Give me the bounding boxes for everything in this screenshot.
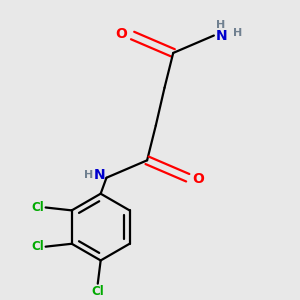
Text: H: H (217, 20, 226, 30)
Text: N: N (93, 168, 105, 182)
Text: N: N (215, 29, 227, 43)
Text: H: H (84, 170, 93, 180)
Text: O: O (115, 27, 127, 41)
Text: Cl: Cl (32, 240, 44, 253)
Text: Cl: Cl (92, 285, 104, 298)
Text: O: O (192, 172, 204, 186)
Text: H: H (233, 28, 242, 38)
Text: Cl: Cl (32, 201, 44, 214)
